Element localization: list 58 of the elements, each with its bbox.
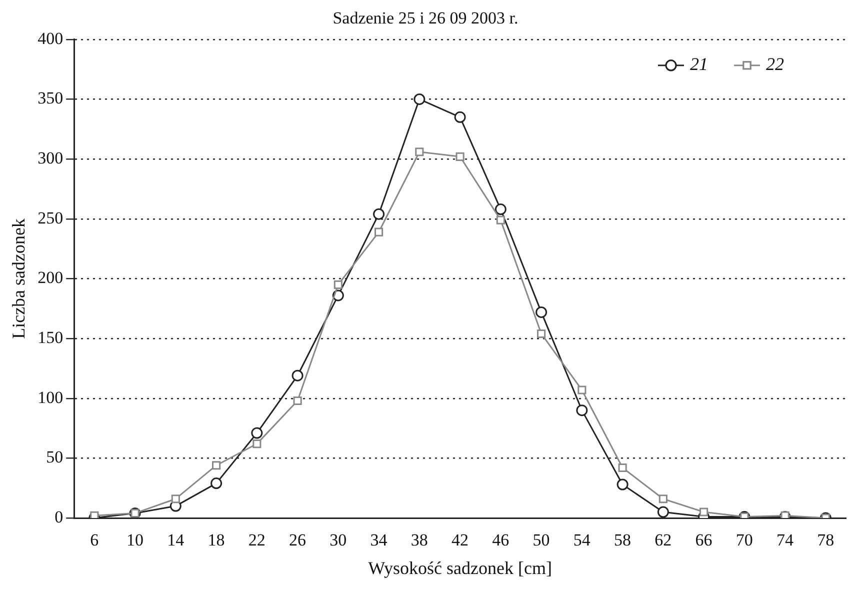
y-tick-label: 150 [38,328,64,347]
point [496,216,505,224]
point [618,463,627,472]
point [415,148,424,156]
legend-label: 21 [690,54,708,74]
point [616,478,628,490]
x-tick-label: 46 [492,530,510,550]
y-tick-label: 200 [38,268,64,288]
x-tick-label: 54 [573,530,591,550]
legend-label: 22 [766,54,784,74]
point [171,494,180,504]
y-tick-label: 300 [38,148,64,168]
x-tick-label: 34 [370,530,388,550]
point [700,508,708,516]
point [454,111,466,123]
point [210,478,222,490]
point [293,396,302,406]
point [578,386,586,394]
x-tick-label: 38 [410,530,428,550]
point [576,404,588,416]
point [292,370,304,382]
point [212,461,221,470]
point [536,306,548,318]
y-tick-label: 250 [38,208,64,228]
point [494,204,506,216]
x-tick-label: 18 [208,530,225,550]
x-tick-label: 26 [289,530,306,550]
x-tick-label: 70 [736,530,753,550]
x-tick-label: 42 [452,530,469,550]
y-tick-label: 400 [38,28,64,48]
x-tick-label: 50 [532,530,550,550]
point [537,329,546,338]
point [657,506,669,518]
x-tick-label: 6 [90,530,99,550]
x-tick-label: 22 [248,530,266,550]
x-tick-label: 78 [817,530,834,550]
point [251,427,263,439]
x-tick-label: 74 [776,530,794,550]
point [252,440,262,448]
x-tick-label: 62 [654,530,672,550]
x-tick-label: 58 [614,530,632,550]
point [658,494,668,504]
point [374,228,384,236]
y-tick-label: 350 [38,88,64,108]
point [456,152,464,161]
x-axis-title: Wysokość sadzonek [cm] [368,558,552,578]
y-tick-label: 50 [46,448,64,467]
x-tick-label: 66 [695,530,712,550]
chart-title: Sadzenie 25 i 26 09 2003 r. [332,8,518,28]
point [334,280,342,289]
y-tick-label: 0 [54,507,64,526]
y-axis-title: Liczba sadzonek [8,218,29,339]
x-tick-label: 14 [167,530,185,550]
point [373,208,385,220]
point [414,93,426,105]
y-tick-label: 100 [38,388,64,407]
x-tick-label: 30 [330,530,347,550]
x-tick-label: 10 [126,530,144,550]
